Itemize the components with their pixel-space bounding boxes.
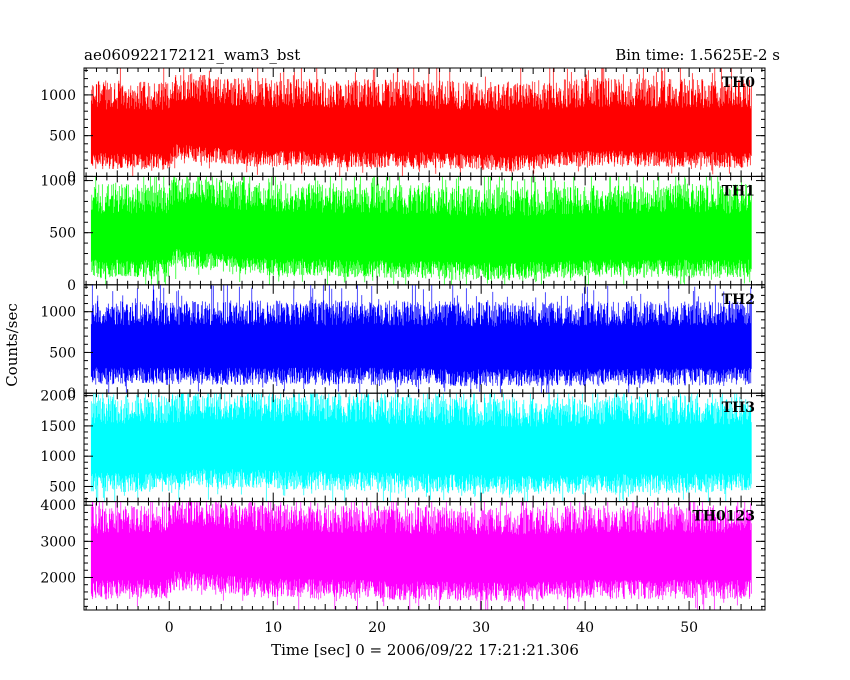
y-tick-label: 1000: [40, 88, 76, 104]
panel-th3: 500 1000 1500 2000 TH3: [40, 389, 766, 503]
bin-time-label: Bin time: 1.5625E-2 s: [615, 46, 780, 64]
y-tick-label: 500: [49, 345, 76, 361]
series-th1: [90, 176, 752, 285]
y-tick-label: 0: [67, 386, 76, 402]
y-tick-label: 0: [67, 278, 76, 294]
series-th2: [90, 284, 752, 394]
panel-th1: 0 500 1000 TH1: [40, 174, 766, 294]
series-th3: [90, 393, 752, 502]
y-tick-label: 1000: [40, 305, 76, 321]
y-tick-label: 2000: [40, 570, 76, 586]
x-tick-label: 50: [680, 620, 698, 636]
y-tick-label: 0: [67, 169, 76, 185]
x-tick-label: 20: [368, 620, 386, 636]
x-tick-label: 10: [264, 620, 282, 636]
x-tick-label: 30: [472, 620, 490, 636]
chart-title: ae060922172121_wam3_bst: [84, 46, 300, 64]
panel-th0123: 2000 3000 4000 TH0123: [40, 498, 766, 611]
y-tick-label: 1500: [40, 419, 76, 435]
y-tick-label: 500: [49, 479, 76, 495]
y-tick-label: 1000: [40, 449, 76, 465]
panel-label-th0: TH0: [722, 75, 756, 91]
panel-label-th1: TH1: [722, 183, 755, 199]
panel-th2: 0 500 1000 TH2: [40, 284, 766, 402]
series-th0: [90, 68, 752, 177]
y-tick-label: 3000: [40, 534, 76, 550]
x-tick-label: 0: [165, 620, 174, 636]
panel-stack: 05001000TH005001000TH105001000TH25001000…: [40, 67, 766, 636]
x-tick-label: 40: [576, 620, 594, 636]
panel-label-th3: TH3: [722, 400, 755, 416]
y-tick-label: 4000: [40, 498, 76, 514]
x-axis-title: Time [sec] 0 = 2006/09/22 17:21:21.306: [271, 641, 579, 659]
y-tick-label: 1000: [40, 174, 76, 190]
panel-label-th2: TH2: [722, 292, 755, 308]
panel-label-th0123: TH0123: [692, 509, 755, 525]
y-tick-label: 2000: [40, 389, 76, 405]
y-tick-label: 500: [49, 129, 76, 145]
y-axis-title: Counts/sec: [3, 303, 21, 387]
series-th0123: [90, 501, 752, 611]
y-tick-label: 500: [49, 226, 76, 242]
panel-th0: 0 500 1000 TH0: [40, 67, 766, 185]
